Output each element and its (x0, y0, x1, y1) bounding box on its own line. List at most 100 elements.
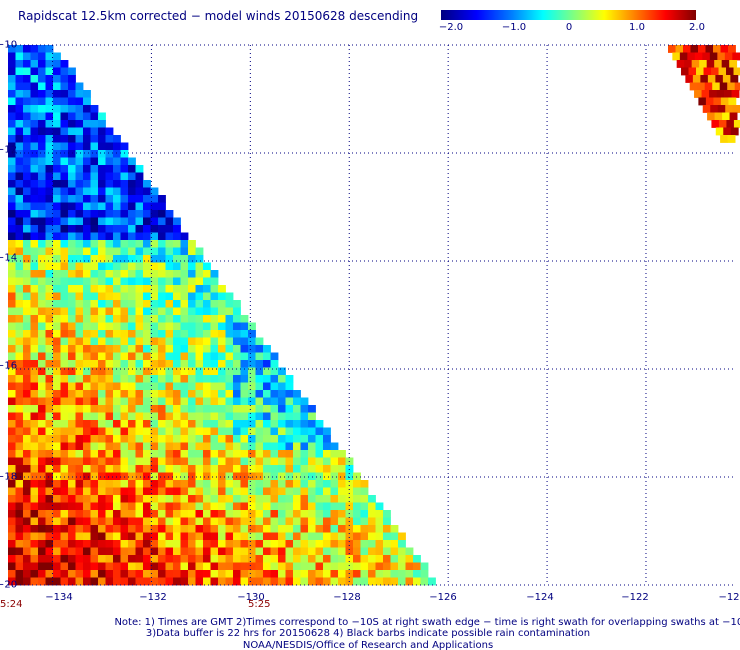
swath-cell (15, 52, 24, 61)
swath-cell (255, 337, 264, 346)
swath-cell (293, 465, 301, 473)
swath-cell (218, 322, 226, 331)
swath-cell (210, 315, 219, 323)
swath-cell (180, 337, 189, 346)
swath-cell (83, 232, 91, 241)
swath-cell (143, 457, 151, 466)
swath-cell (128, 157, 136, 166)
swath-cell (75, 345, 84, 353)
swath-cell (90, 285, 99, 293)
swath-cell (263, 480, 271, 488)
swath-cell (173, 525, 181, 533)
swath-cell (23, 187, 31, 196)
swath-cell (158, 465, 166, 473)
swath-cell (210, 540, 219, 548)
swath-cell (681, 67, 689, 76)
swath-cell (53, 442, 61, 451)
swath-cell (38, 540, 46, 548)
swath-cell (113, 315, 121, 323)
swath-cell (98, 300, 106, 308)
swath-cell (709, 52, 718, 61)
swath-cell (98, 187, 106, 196)
swath-cell (315, 420, 324, 428)
swath-cell (308, 480, 316, 488)
swath-cell (225, 525, 234, 533)
swath-cell (195, 480, 204, 488)
swath-cell (98, 480, 106, 488)
swath-cell (105, 225, 114, 233)
swath-cell (143, 555, 151, 563)
swath-cell (730, 75, 739, 83)
swath-cell (135, 247, 144, 256)
swath-cell (195, 577, 204, 586)
swath-cell (180, 307, 189, 316)
swath-cell (405, 555, 414, 563)
swath-cell (8, 352, 16, 361)
swath-cell (23, 322, 31, 331)
swath-cell (218, 487, 226, 496)
swath-cell (128, 352, 136, 361)
swath-cell (68, 480, 76, 488)
swath-cell (60, 435, 69, 443)
swath-cell (398, 562, 406, 571)
swath-cell (383, 570, 391, 578)
swath-cell (360, 510, 369, 518)
swath-cell (23, 90, 31, 98)
swath-cell (390, 532, 399, 541)
swath-cell (150, 330, 159, 338)
swath-cell (248, 480, 256, 488)
swath-cell (8, 135, 16, 143)
swath-cell (15, 135, 24, 143)
swath-cell (315, 442, 324, 451)
swath-cell (188, 547, 196, 556)
swath-cell (128, 570, 136, 578)
swath-cell (233, 390, 241, 398)
swath-cell (68, 247, 76, 256)
swath-cell (210, 277, 219, 286)
swath-cell (323, 510, 331, 518)
swath-cell (68, 187, 76, 196)
swath-cell (173, 472, 181, 481)
swath-cell (45, 247, 54, 256)
swath-cell (180, 577, 189, 586)
swath-cell (353, 525, 361, 533)
swath-cell (165, 540, 174, 548)
swath-cell (23, 135, 31, 143)
swath-cell (45, 262, 54, 271)
swath-cell (15, 532, 24, 541)
swath-cell (353, 502, 361, 511)
swath-cell (150, 232, 159, 241)
swath-cell (240, 540, 249, 548)
swath-cell (120, 577, 129, 586)
swath-cell (698, 45, 706, 53)
swath-cell (150, 570, 159, 578)
swath-cell (8, 487, 16, 496)
swath-cell (38, 570, 46, 578)
swath-cell (45, 427, 54, 436)
swath-cell (398, 532, 406, 541)
swath-cell (240, 375, 249, 383)
swath-cell (128, 360, 136, 368)
swath-cell (53, 397, 61, 406)
swath-cell (8, 210, 16, 218)
swath-cell (195, 532, 204, 541)
swath-cell (23, 165, 31, 173)
swath-cell (143, 442, 151, 451)
swath-cell (150, 187, 159, 196)
swath-cell (113, 562, 121, 571)
swath-cell (285, 472, 294, 481)
swath-cell (165, 300, 174, 308)
swath-cell (248, 442, 256, 451)
swath-cell (75, 202, 84, 211)
swath-cell (83, 510, 91, 518)
swath-cell (53, 322, 61, 331)
swath-cell (203, 457, 211, 466)
swath-cell (360, 570, 369, 578)
swath-cell (225, 300, 234, 308)
swath-cell (709, 90, 717, 98)
swath-cell (338, 450, 346, 458)
swath-cell (173, 277, 181, 286)
swath-cell (248, 412, 256, 421)
swath-cell (330, 540, 339, 548)
swath-cell (398, 570, 406, 578)
